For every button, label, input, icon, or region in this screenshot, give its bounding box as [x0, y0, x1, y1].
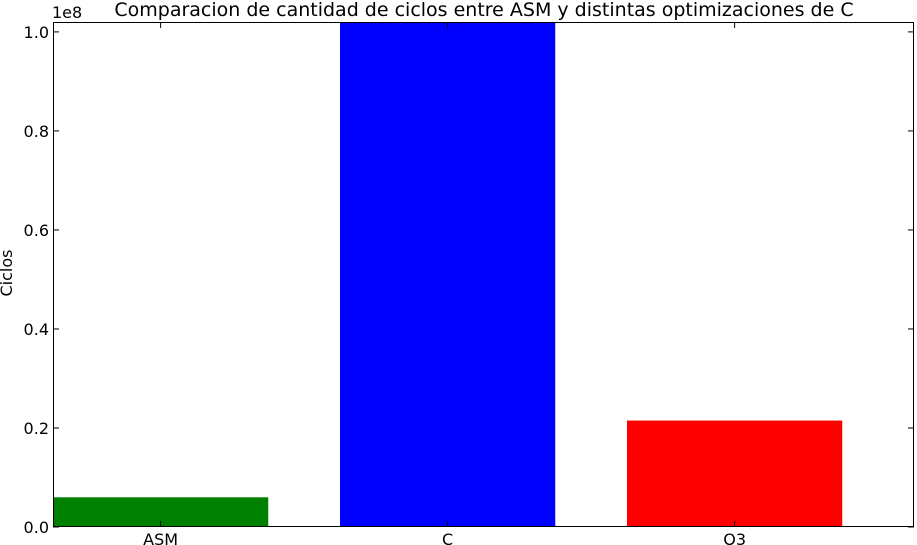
- y-axis-label: Ciclos: [0, 250, 16, 297]
- x-tick-label: C: [442, 530, 453, 545]
- x-tick-label: ASM: [143, 530, 178, 545]
- y-tick-label: 0.0: [24, 518, 49, 537]
- y-tick-label: 1.0: [24, 23, 49, 42]
- y-tick-label: 0.8: [24, 122, 49, 141]
- y-tick-label: 0.2: [24, 419, 49, 438]
- y-tick-label: 0.6: [24, 221, 49, 240]
- y-tick-label: 0.4: [24, 320, 49, 339]
- bar-o3: [627, 420, 843, 527]
- chart-title: Comparacion de cantidad de ciclos entre …: [114, 0, 853, 21]
- x-tick-label: O3: [723, 530, 746, 545]
- plot-frame: [53, 22, 914, 527]
- y-scale-multiplier: 1e8: [52, 3, 82, 22]
- bars-group: [53, 22, 843, 527]
- ticks-group: ASM C O3 0.0 0.2 0.4 0.6 0.8 1.0: [24, 22, 914, 545]
- bar-c: [340, 22, 556, 527]
